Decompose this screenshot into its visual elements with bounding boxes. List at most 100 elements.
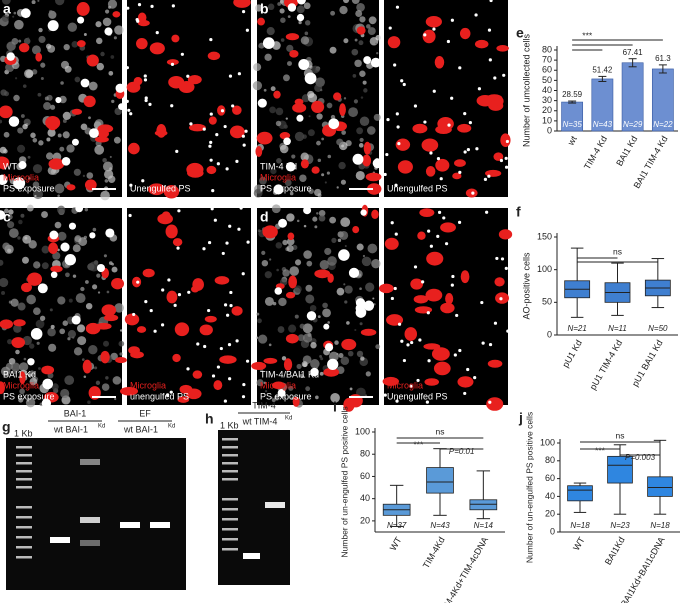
ps-dot xyxy=(132,312,136,317)
microglia-blob xyxy=(255,146,263,157)
ps-dot xyxy=(458,170,462,175)
ladder-band xyxy=(16,546,32,549)
cell-texture xyxy=(113,36,117,40)
microglia-blob xyxy=(431,347,450,361)
cell-texture xyxy=(24,69,34,79)
ps-dot xyxy=(423,33,427,37)
ps-dot xyxy=(409,384,413,388)
ps-bright xyxy=(338,249,350,261)
ps-dot xyxy=(128,213,132,218)
n-label: N=35 xyxy=(562,120,582,129)
n-label: N=11 xyxy=(608,324,627,333)
cell-texture xyxy=(358,143,364,148)
y-tick-label: 40 xyxy=(360,493,370,503)
microglia-blob xyxy=(362,154,372,167)
y-tick-label: 0 xyxy=(550,526,555,536)
ps-bright xyxy=(360,209,367,216)
cell-texture xyxy=(97,291,101,294)
cell-texture xyxy=(314,67,320,73)
cell-texture xyxy=(282,239,288,246)
ps-dot xyxy=(488,400,492,404)
ps-dot xyxy=(483,177,488,182)
microglia-blob xyxy=(288,275,298,289)
cell-texture xyxy=(336,287,345,296)
ps-dot xyxy=(397,322,402,326)
ps-dot xyxy=(229,303,233,308)
y-tick-label: 0 xyxy=(547,125,552,135)
cell-texture xyxy=(19,388,25,395)
ps-dot xyxy=(239,206,243,210)
ps-bright xyxy=(96,264,106,273)
cell-texture xyxy=(271,204,281,214)
microglia-blob xyxy=(311,100,325,114)
cell-texture xyxy=(94,366,98,370)
ps-dot xyxy=(427,359,431,363)
cell-texture xyxy=(286,237,295,246)
microglia-blob xyxy=(454,159,466,167)
ps-dot xyxy=(463,112,467,116)
ladder-band xyxy=(222,454,238,457)
ladder-label: 1 Kb xyxy=(14,428,33,438)
ps-dot xyxy=(235,159,239,163)
ps-bright xyxy=(61,156,71,166)
microglia-blob xyxy=(126,81,141,93)
n-label: N=22 xyxy=(653,120,673,129)
cell-texture xyxy=(280,38,285,42)
cell-texture xyxy=(88,81,98,91)
ps-dot xyxy=(390,296,394,301)
ps-bright xyxy=(303,206,312,215)
ps-dot xyxy=(189,122,193,126)
ladder-band xyxy=(222,518,238,521)
microglia-blob xyxy=(46,119,53,128)
y-tick-label: 80 xyxy=(360,449,370,459)
group-label: BAI-1 xyxy=(64,408,87,418)
cell-texture xyxy=(365,282,375,292)
box xyxy=(426,467,454,494)
cell-texture xyxy=(337,238,342,243)
cell-texture xyxy=(343,283,346,286)
panel-label: h xyxy=(205,411,214,427)
ps-bright xyxy=(283,137,291,146)
ps-bright xyxy=(71,138,79,146)
cell-texture xyxy=(92,227,97,232)
cell-texture xyxy=(317,315,321,319)
cell-texture xyxy=(294,131,305,142)
microglia-blob xyxy=(165,224,178,239)
microglia-blob xyxy=(233,0,251,8)
microglia-blob xyxy=(395,138,411,151)
x-tick-label: BAI1 Kd xyxy=(614,134,639,168)
cell-texture xyxy=(13,324,22,333)
cell-texture xyxy=(334,340,339,345)
cell-texture xyxy=(359,16,366,23)
panel-label: i xyxy=(333,399,337,415)
cell-texture xyxy=(57,133,62,138)
ps-dot xyxy=(406,343,410,347)
microglia-blob xyxy=(494,96,504,107)
cell-texture xyxy=(28,240,37,249)
cell-texture xyxy=(275,107,284,116)
ladder-band xyxy=(16,446,32,449)
cell-texture xyxy=(362,254,366,258)
cell-texture xyxy=(8,228,19,238)
cell-texture xyxy=(266,27,275,36)
ps-dot xyxy=(127,108,131,112)
cell-texture xyxy=(0,366,11,377)
microglia-blob xyxy=(323,367,340,377)
ps-bright xyxy=(363,56,372,64)
y-tick-label: 80 xyxy=(545,455,555,465)
ps-dot xyxy=(458,66,462,70)
cell-texture xyxy=(352,74,357,78)
ps-dot xyxy=(228,74,233,78)
ps-bright xyxy=(0,210,6,220)
gel-band xyxy=(80,540,100,546)
cell-texture xyxy=(322,302,328,309)
ps-dot xyxy=(432,27,436,31)
n-label: N=43 xyxy=(430,521,450,530)
ps-dot xyxy=(237,227,241,231)
x-tick-label: WT xyxy=(571,535,587,553)
ladder-band xyxy=(222,538,238,541)
cell-texture xyxy=(336,138,344,146)
cell-texture xyxy=(7,248,12,253)
x-tick-label: TIM-4Kd xyxy=(421,535,447,570)
